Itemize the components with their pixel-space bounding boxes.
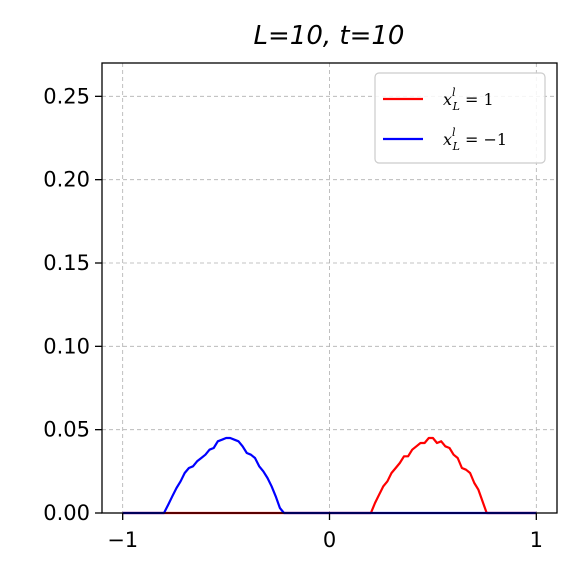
y-tick-label: 0.15 [43,251,90,275]
legend-label-0: xl L = 1 [443,86,494,113]
series-line-1 [122,436,537,515]
legend: xl L = 1 xl L = −1 [374,72,546,164]
x-tick-label: −1 [107,528,138,552]
y-tick-label: 0.10 [43,334,90,358]
legend-box [374,72,546,164]
axis-ticks: −1 0 1 0.00 0.05 0.10 0.15 0.20 0.25 [43,84,543,552]
y-tick-label: 0.00 [43,501,90,525]
chart-title: L=10, t=10 [254,21,405,51]
y-tick-label: 0.05 [43,418,90,442]
x-tick-label: 0 [323,528,336,552]
y-tick-label: 0.25 [43,84,90,108]
x-tick-label: 1 [530,528,543,552]
series-line-0 [122,436,537,515]
legend-label-1: xl L = −1 [443,126,507,153]
series-layer [122,436,537,515]
y-tick-label: 0.20 [43,168,90,192]
